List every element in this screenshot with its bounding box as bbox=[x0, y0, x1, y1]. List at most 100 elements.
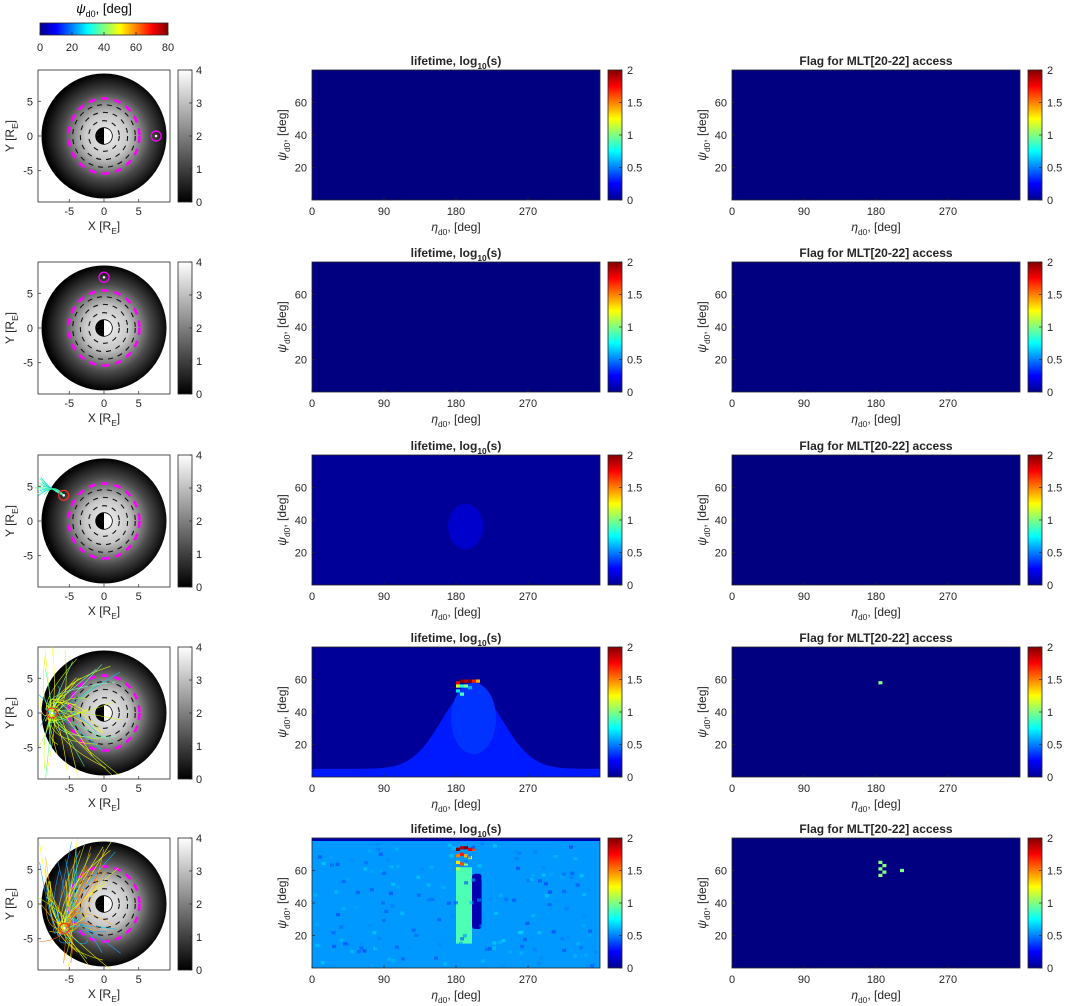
grid-x-tick-label: 270 bbox=[939, 974, 957, 986]
heatmap-texture-cell bbox=[592, 962, 597, 967]
trajectory-lines bbox=[34, 477, 64, 496]
heatmap-texture-cell bbox=[517, 930, 522, 935]
grid-y-axis-label-sub: d0 bbox=[702, 719, 712, 729]
map-y-tick-label: 5 bbox=[27, 864, 33, 876]
grid-colorbar-tick-label: 0.5 bbox=[1047, 355, 1062, 367]
heatmap-texture-cell bbox=[494, 911, 499, 915]
grid-y-axis-label-end: , [deg] bbox=[695, 109, 709, 142]
map-y-axis-label: Y [RE] bbox=[3, 888, 20, 920]
trajectory-line bbox=[45, 668, 53, 714]
grid-x-tick-label: 0 bbox=[729, 206, 735, 218]
map-x-axis-label: X [RE] bbox=[88, 796, 120, 813]
map-x-axis-label-end: ] bbox=[117, 796, 120, 810]
heatmap-texture-cell bbox=[583, 953, 588, 957]
heatmap-hot-cell bbox=[460, 692, 464, 696]
field-dashed-ring bbox=[72, 872, 136, 936]
grid-colorbar-tick-label: 1 bbox=[627, 130, 633, 142]
heatmap-texture-cell bbox=[480, 959, 485, 963]
grid-x-axis-label: ηd0, [deg] bbox=[431, 412, 480, 429]
map-x-axis-label-end: ] bbox=[117, 411, 120, 425]
heatmap-hot-cell bbox=[456, 689, 460, 693]
spacecraft-marker-dot bbox=[154, 134, 158, 138]
map-x-tick-label: -5 bbox=[64, 591, 74, 603]
heatmap-hot-cell bbox=[456, 867, 460, 871]
heatmap-texture-cell bbox=[570, 871, 575, 875]
grid-x-tick-label: 270 bbox=[519, 206, 537, 218]
spacecraft-marker-dot bbox=[62, 493, 66, 497]
flag-panel: Flag for MLT[20-22] access 0 90 180 270 60 40 2… bbox=[695, 439, 1062, 622]
grid-colorbar-tick-label: 1.5 bbox=[627, 483, 642, 495]
heatmap-texture-cell bbox=[565, 935, 570, 939]
heatmap-texture-cell bbox=[377, 936, 382, 941]
grid-x-tick-label: 0 bbox=[309, 974, 315, 986]
map-y-axis-label-sub: E bbox=[10, 891, 20, 897]
grid-x-tick-label: 90 bbox=[378, 398, 390, 410]
grid-colorbar-tick-label: 0 bbox=[1047, 963, 1053, 975]
grid-y-tick-label: 40 bbox=[295, 130, 307, 142]
trajectory-line bbox=[51, 712, 99, 740]
heatmap-texture-cell bbox=[593, 950, 598, 954]
grid-colorbar-tick-label: 0 bbox=[1047, 772, 1053, 784]
map-x-tick-label: 0 bbox=[101, 206, 107, 218]
grid-x-axis-label-end: , [deg] bbox=[447, 605, 480, 619]
grid-y-axis-label-sub: d0 bbox=[702, 910, 712, 920]
lifetime-title-main: lifetime, log bbox=[411, 54, 478, 68]
grid-y-axis-label-sub: d0 bbox=[282, 910, 292, 920]
map-colorbar-tick-label: 1 bbox=[196, 356, 202, 368]
grid-colorbar-tick-label: 0 bbox=[627, 387, 633, 399]
grid-x-tick-label: 180 bbox=[447, 974, 465, 986]
top-colorbar-label-sub: d0 bbox=[86, 9, 96, 19]
heatmap-texture-cell bbox=[561, 876, 566, 880]
heatmap-texture-cell bbox=[374, 945, 379, 950]
field-dashed-ring bbox=[72, 296, 136, 360]
map-x-tick-label: 0 bbox=[101, 974, 107, 986]
spacecraft-marker-ring bbox=[98, 271, 110, 283]
grid-y-tick-label: 60 bbox=[295, 290, 307, 302]
heatmap-texture-cell bbox=[522, 937, 527, 942]
trajectory-line bbox=[57, 861, 68, 929]
grid-colorbar: 0 0.5 1 1.5 2 bbox=[607, 833, 642, 975]
flagged-cell bbox=[882, 864, 887, 868]
grid-x-axis-label-sub: d0 bbox=[438, 612, 448, 622]
heatmap-texture-cell bbox=[514, 857, 519, 861]
grid-x-axis-label: ηd0, [deg] bbox=[431, 988, 480, 1005]
grid-x-tick-label: 180 bbox=[867, 783, 885, 795]
map-colorbar-tick-label: 2 bbox=[196, 131, 202, 143]
map-x-axis-label-main: X [R bbox=[88, 796, 112, 810]
heatmap-texture-cell bbox=[331, 931, 336, 935]
heatmap-texture-cell bbox=[334, 890, 339, 894]
grid-colorbar-tick-label: 0 bbox=[1047, 580, 1053, 592]
map-y-axis-label-main: Y [R bbox=[3, 897, 17, 920]
heatmap-texture-cell bbox=[520, 944, 525, 949]
map-x-tick-label: -5 bbox=[64, 398, 74, 410]
grid-x-tick-label: 90 bbox=[378, 591, 390, 603]
grid-x-axis-label-end: , [deg] bbox=[447, 412, 480, 426]
heatmap-texture-cell bbox=[446, 901, 451, 905]
heatmap-texture-cell bbox=[370, 963, 375, 968]
heatmap-texture-cell bbox=[562, 889, 567, 893]
heatmap-texture-cell bbox=[586, 933, 591, 938]
map-y-tick-label: 5 bbox=[27, 288, 33, 300]
heatmap-texture-cell bbox=[359, 946, 364, 950]
grid-x-axis-label-main: η bbox=[851, 605, 858, 619]
field-dashed-ring bbox=[72, 104, 136, 168]
heatmap-texture-cell bbox=[586, 888, 591, 892]
magenta-dashed-ring bbox=[67, 482, 141, 560]
grid-y-axis-label-main: ψ bbox=[275, 152, 289, 161]
heatmap-texture-cell bbox=[573, 954, 578, 958]
map-y-tick-label: 5 bbox=[27, 673, 33, 685]
grid-y-tick-label: 40 bbox=[295, 707, 307, 719]
map-colorbar: 0 1 2 3 4 bbox=[177, 642, 202, 786]
heatmap-texture-cell bbox=[491, 946, 496, 950]
spacecraft-marker-dot bbox=[102, 275, 106, 279]
map-x-tick-label: 5 bbox=[136, 398, 142, 410]
map-x-tick-label: 0 bbox=[101, 398, 107, 410]
grid-x-axis-label-sub: d0 bbox=[438, 804, 448, 814]
grid-x-tick-label: 0 bbox=[729, 783, 735, 795]
